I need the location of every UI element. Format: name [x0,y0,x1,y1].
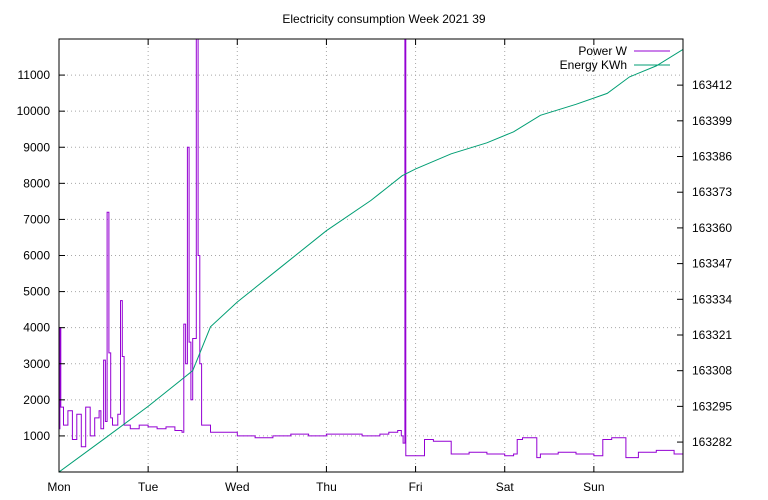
y-right-tick-label: 163360 [692,221,732,235]
y-left-tick-label: 5000 [23,285,50,299]
legend-label-energy-kwh: Energy KWh [560,58,627,72]
y-left-tick-label: 3000 [23,357,50,371]
grid [59,39,683,472]
y-left-tick-label: 10000 [17,104,51,118]
y-left-tick-label: 7000 [23,212,50,226]
y-left-tick-label: 1000 [23,429,50,443]
legend-label-power-w: Power W [578,44,627,58]
chart-title: Electricity consumption Week 2021 39 [282,12,486,26]
y-left-tick-label: 8000 [23,176,50,190]
x-tick-label: Sun [583,480,604,494]
y-left-tick-label: 4000 [23,321,50,335]
x-tick-label: Sat [496,480,515,494]
y-right-tick-label: 163334 [692,292,732,306]
y-right-tick-label: 163386 [692,150,732,164]
y-right-tick-label: 163308 [692,364,732,378]
y-axis-right: 163282 163295 163308 163321 163334 163347 1633… [677,78,732,449]
series-line-energy-kwh [59,48,683,472]
x-tick-label: Mon [47,480,70,494]
x-axis: Mon Tue Wed Thu Fri Sat Sun [47,39,605,494]
y-right-tick-label: 163321 [692,328,732,342]
y-left-tick-label: 9000 [23,140,50,154]
y-left-tick-label: 6000 [23,249,50,263]
y-right-tick-label: 163412 [692,78,732,92]
x-tick-label: Tue [138,480,159,494]
y-axis-left: 1000 2000 3000 4000 5000 6000 7000 8000 9000 1000… [17,68,65,443]
y-right-tick-label: 163373 [692,185,732,199]
y-left-tick-label: 2000 [23,393,50,407]
x-tick-label: Wed [225,480,249,494]
series-line-power-w [59,39,683,459]
y-right-tick-label: 163282 [692,435,732,449]
plot-lines [59,39,683,472]
x-tick-label: Fri [409,480,423,494]
x-tick-label: Thu [316,480,337,494]
y-right-tick-label: 163347 [692,257,732,271]
y-right-tick-label: 163399 [692,114,732,128]
y-right-tick-label: 163295 [692,399,732,413]
y-left-tick-label: 11000 [18,68,51,82]
